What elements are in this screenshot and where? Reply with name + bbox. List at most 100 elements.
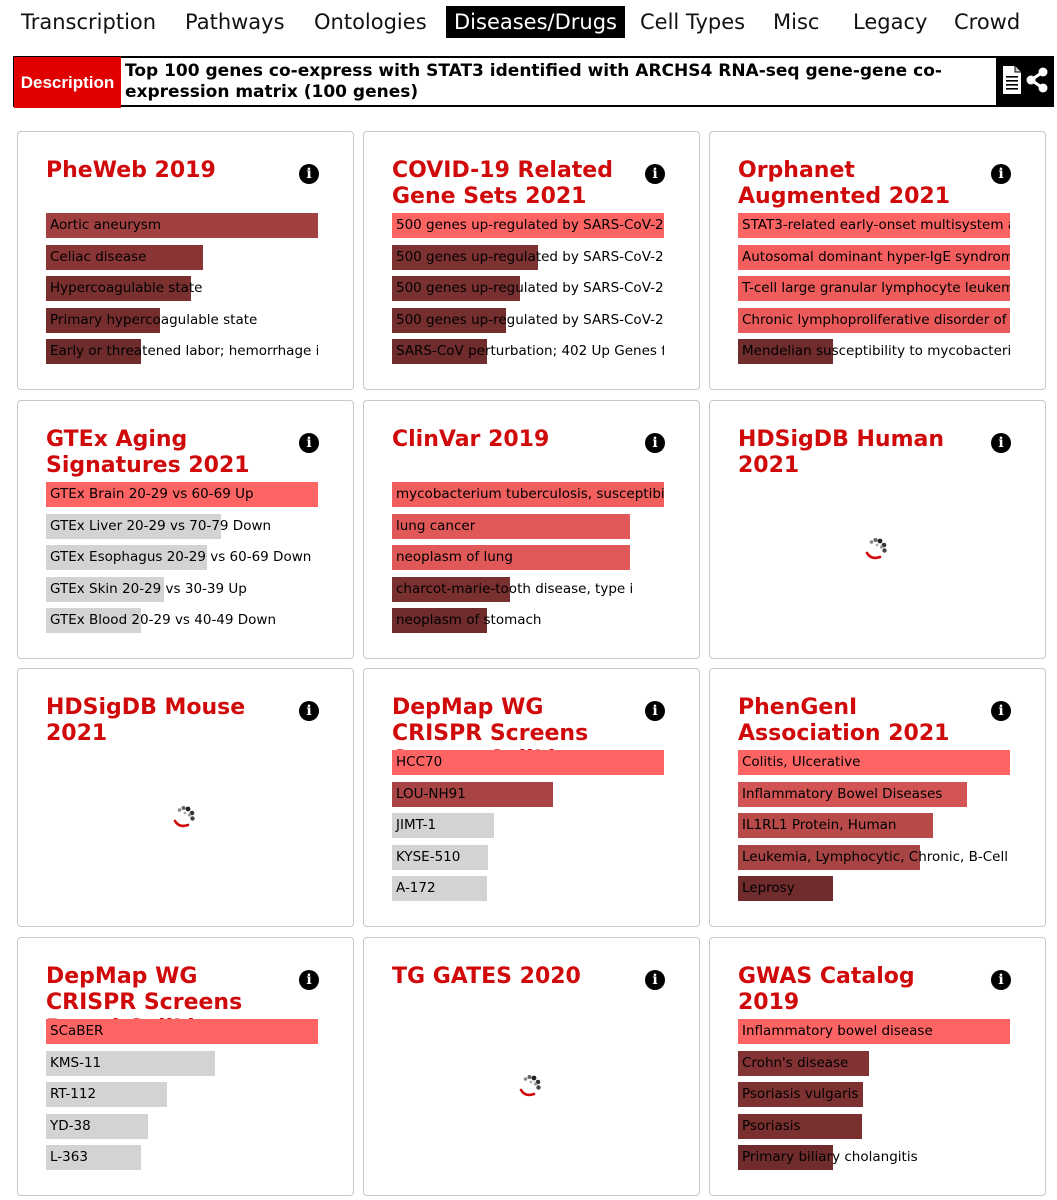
enrichment-bar	[738, 750, 1010, 775]
enrichment-term-row[interactable]: neoplasm of stomach	[392, 608, 664, 633]
info-icon[interactable]: i	[299, 701, 319, 721]
enrichment-term-row[interactable]: Primary biliary cholangitis	[738, 1145, 1010, 1170]
enrichment-term-row[interactable]: HCC70	[392, 750, 664, 775]
enrichment-bar	[46, 1019, 318, 1044]
enrichment-term-row[interactable]: 500 genes up-regulated by SARS-CoV-2 in …	[392, 213, 664, 238]
enrichment-bar	[738, 813, 934, 838]
card-title[interactable]: GTEx Aging Signatures 2021	[46, 427, 250, 478]
enrichment-bar	[738, 1050, 870, 1076]
share-icon[interactable]	[1025, 67, 1049, 97]
tab-misc[interactable]: Misc	[773, 10, 820, 34]
info-icon[interactable]: i	[991, 433, 1011, 453]
enrichment-term-label: Mendelian susceptibility to mycobacteria…	[742, 343, 1010, 359]
enrichment-term-label: A-172	[396, 880, 436, 896]
card-title[interactable]: HDSigDB Human 2021	[738, 427, 945, 478]
enrichment-term-row[interactable]: LOU-NH91	[392, 781, 664, 807]
enrichment-bar	[46, 1145, 141, 1170]
info-icon[interactable]: i	[991, 701, 1011, 721]
enrichment-term-label: Psoriasis	[742, 1117, 801, 1134]
enrichment-term-label: STAT3-related early-onset multisystem au…	[742, 217, 1010, 233]
enrichment-term-row[interactable]: Hypercoagulable state	[46, 276, 318, 301]
enrichment-term-row[interactable]: Leprosy	[738, 876, 1010, 901]
enrichment-term-row[interactable]: STAT3-related early-onset multisystem au…	[738, 213, 1010, 238]
enrichment-term-row[interactable]: SARS-CoV perturbation; 402 Up Genes from…	[392, 339, 664, 364]
enrichment-term-row[interactable]: Colitis, Ulcerative	[738, 750, 1010, 775]
enrichment-bar	[738, 1082, 863, 1107]
enrichment-term-row[interactable]: GTEx Esophagus 20-29 vs 60-69 Down	[46, 545, 318, 570]
library-card-hdsigdb-mouse-2021: HDSigDB Mouse 2021 i	[17, 668, 354, 927]
card-title[interactable]: GWAS Catalog 2019	[738, 964, 915, 1015]
card-title[interactable]: COVID-19 Related Gene Sets 2021	[392, 158, 613, 209]
tab-crowd[interactable]: Crowd	[954, 10, 1021, 34]
info-icon[interactable]: i	[299, 433, 319, 453]
enrichment-term-row[interactable]: neoplasm of lung	[392, 545, 664, 570]
enrichment-term-row[interactable]: 500 genes up-regulated by SARS-CoV-2 in …	[392, 307, 664, 333]
enrichment-term-row[interactable]: Psoriasis vulgaris	[738, 1082, 1010, 1107]
enrichment-term-row[interactable]: T-cell large granular lymphocyte leukemi…	[738, 276, 1010, 301]
enrichment-term-label: Leukemia, Lymphocytic, Chronic, B-Cell	[742, 848, 1008, 865]
enrichment-term-row[interactable]: Psoriasis	[738, 1113, 1010, 1139]
enrichment-term-row[interactable]: charcot-marie-tooth disease, type i	[392, 576, 664, 602]
enrichment-term-row[interactable]: Chronic lymphoproliferative disorder of …	[738, 307, 1010, 333]
enrichment-term-row[interactable]: Aortic aneurysm	[46, 213, 318, 238]
tab-diseases-drugs[interactable]: Diseases/Drugs	[446, 6, 625, 38]
enrichment-term-row[interactable]: lung cancer	[392, 513, 664, 539]
enrichment-term-row[interactable]: SCaBER	[46, 1019, 318, 1044]
tab-legacy[interactable]: Legacy	[853, 10, 928, 34]
enrichment-bar	[392, 244, 539, 270]
enrichment-term-label: lung cancer	[396, 517, 476, 534]
tab-pathways[interactable]: Pathways	[185, 10, 285, 34]
card-title[interactable]: HDSigDB Mouse 2021	[46, 695, 246, 746]
info-icon[interactable]: i	[645, 164, 665, 184]
enrichment-term-row[interactable]: RT-112	[46, 1082, 318, 1107]
info-icon[interactable]: i	[645, 433, 665, 453]
enrichment-term-row[interactable]: GTEx Brain 20-29 vs 60-69 Up	[46, 482, 318, 507]
library-category-nav: Transcription Pathways Ontologies Diseas…	[0, 0, 1057, 46]
info-icon[interactable]: i	[991, 164, 1011, 184]
library-card-gtex-aging-signatures-2021: GTEx Aging Signatures 2021 i GTEx Brain 20…	[17, 400, 354, 659]
info-icon[interactable]: i	[299, 970, 319, 990]
enrichment-term-row[interactable]: A-172	[392, 876, 664, 901]
enrichment-term-row[interactable]: Early or threatened labor; hemorrhage in…	[46, 339, 318, 364]
info-icon[interactable]: i	[645, 701, 665, 721]
card-title[interactable]: PhenGenI Association 2021	[738, 695, 950, 746]
enrichment-term-row[interactable]: GTEx Skin 20-29 vs 30-39 Up	[46, 576, 318, 602]
tab-transcription[interactable]: Transcription	[21, 10, 157, 34]
enrichment-term-row[interactable]: 500 genes up-regulated by SARS-CoV-2 in …	[392, 244, 664, 270]
enrichment-term-row[interactable]: Mendelian susceptibility to mycobacteria…	[738, 339, 1010, 364]
tab-ontologies[interactable]: Ontologies	[314, 10, 427, 34]
enrichment-term-row[interactable]: Celiac disease	[46, 244, 318, 270]
enrichment-term-row[interactable]: GTEx Blood 20-29 vs 40-49 Down	[46, 608, 318, 633]
enrichment-term-row[interactable]: Leukemia, Lymphocytic, Chronic, B-Cell	[738, 844, 1010, 870]
enrichment-term-row[interactable]: Primary hypercoagulable state	[46, 307, 318, 333]
enrichment-bar-list: STAT3-related early-onset multisystem au…	[738, 213, 1010, 371]
tab-cell-types[interactable]: Cell Types	[640, 10, 746, 34]
card-title[interactable]: ClinVar 2019	[392, 427, 550, 452]
card-title[interactable]: TG GATES 2020	[392, 964, 581, 989]
enrichment-term-row[interactable]: 500 genes up-regulated by SARS-CoV-2 in …	[392, 276, 664, 301]
enrichment-term-row[interactable]: L-363	[46, 1145, 318, 1170]
enrichment-bar	[392, 482, 664, 507]
card-title[interactable]: Orphanet Augmented 2021	[738, 158, 951, 209]
enrichment-term-row[interactable]: GTEx Liver 20-29 vs 70-79 Down	[46, 513, 318, 539]
enrichment-term-row[interactable]: YD-38	[46, 1113, 318, 1139]
info-icon[interactable]: i	[299, 164, 319, 184]
enrichment-term-row[interactable]: Autosomal dominant hyper-IgE syndrome OR…	[738, 244, 1010, 270]
card-title[interactable]: PheWeb 2019	[46, 158, 216, 183]
enrichment-term-row[interactable]: KYSE-510	[392, 844, 664, 870]
enrichment-bar-list: 500 genes up-regulated by SARS-CoV-2 in …	[392, 213, 664, 371]
enrichment-term-row[interactable]: KMS-11	[46, 1050, 318, 1076]
enrichment-term-row[interactable]: mycobacterium tuberculosis, susceptibili…	[392, 482, 664, 507]
enrichment-term-row[interactable]: JIMT-1	[392, 813, 664, 838]
enrichment-term-row[interactable]: Crohn's disease	[738, 1050, 1010, 1076]
document-icon[interactable]	[1002, 65, 1022, 99]
enrichment-term-label: KMS-11	[50, 1054, 102, 1071]
enrichment-term-row[interactable]: IL1RL1 Protein, Human	[738, 813, 1010, 838]
enrichment-bar	[392, 781, 554, 807]
enrichment-bar	[392, 813, 494, 838]
enrichment-term-row[interactable]: Inflammatory Bowel Diseases	[738, 781, 1010, 807]
enrichment-term-label: HCC70	[396, 754, 443, 770]
enrichment-term-row[interactable]: Inflammatory bowel disease	[738, 1019, 1010, 1044]
info-icon[interactable]: i	[645, 970, 665, 990]
info-icon[interactable]: i	[991, 970, 1011, 990]
